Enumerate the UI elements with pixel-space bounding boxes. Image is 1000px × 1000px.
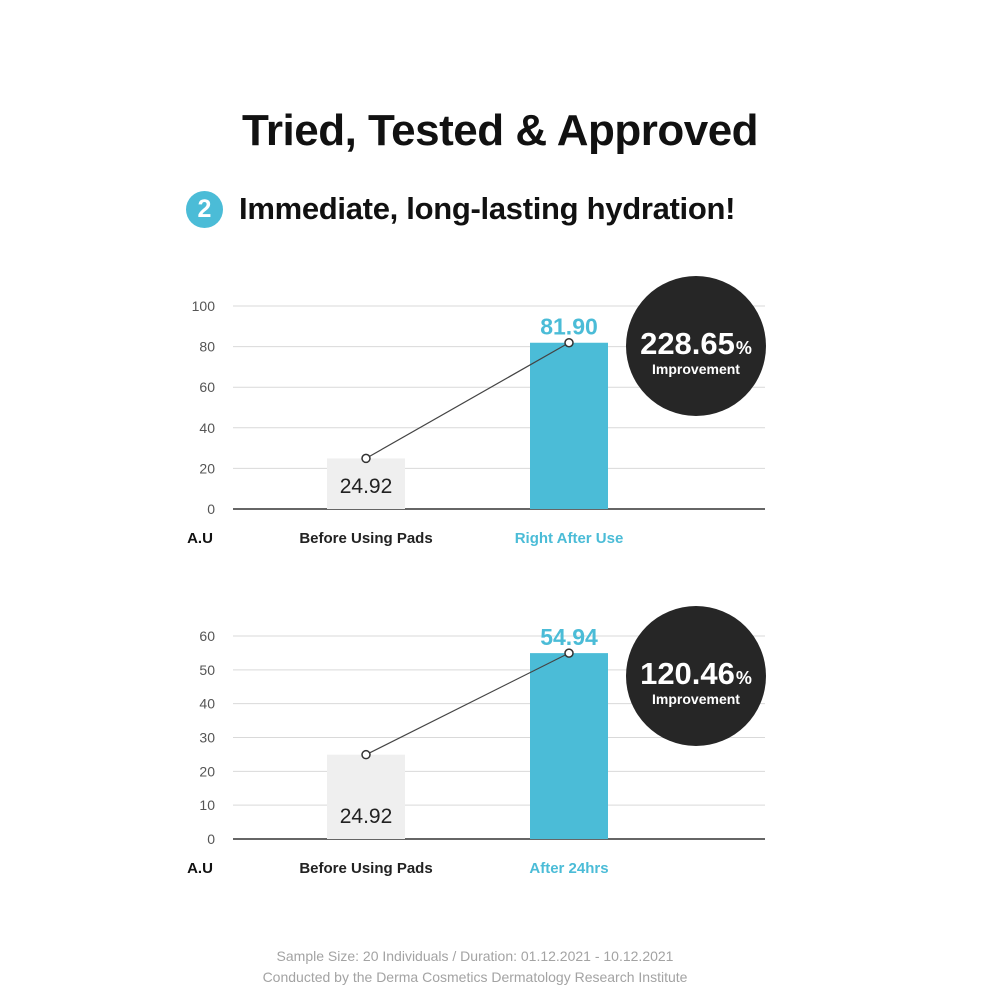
badge-circle (626, 606, 766, 746)
y-tick-label: 20 (199, 460, 215, 476)
improvement-badge: 228.65%Improvement (626, 276, 766, 416)
badge-circle (626, 276, 766, 416)
data-point (361, 749, 371, 760)
category-label: Before Using Pads (299, 860, 432, 877)
hydration-chart-after-24hrs: 0 10 20 30 40 50 60 24.92 54.94 A.U Before Using P… (187, 606, 766, 877)
y-tick-label: 10 (199, 797, 215, 813)
category-label: Right After Use (515, 530, 624, 547)
badge-value: 120.46 (640, 656, 735, 691)
y-tick-label: 60 (199, 628, 215, 644)
subtitle: Immediate, long-lasting hydration! (239, 191, 736, 226)
y-tick-label: 20 (199, 763, 215, 779)
category-label: Before Using Pads (299, 530, 432, 547)
connector-line (365, 652, 570, 756)
value-label-before: 24.92 (340, 805, 393, 828)
subtitle-row: 2 Immediate, long-lasting hydration! (186, 189, 735, 229)
y-tick-label: 40 (199, 696, 215, 712)
value-label-before: 24.92 (340, 475, 393, 498)
footer-institute: Conducted by the Derma Cosmetics Dermato… (262, 969, 688, 985)
y-tick-label: 0 (207, 501, 215, 517)
page-title: Tried, Tested & Approved (241, 106, 759, 155)
data-point (564, 648, 574, 658)
badge-value-text: 120.46% (640, 656, 752, 691)
y-tick-label: 60 (199, 379, 215, 395)
category-label: After 24hrs (529, 860, 608, 877)
badge-unit: % (736, 338, 752, 358)
y-tick-label: 0 (207, 831, 215, 847)
value-label-after: 54.94 (540, 624, 598, 650)
value-label-after: 81.90 (540, 314, 598, 340)
bar (530, 342, 608, 509)
y-tick-label: 80 (199, 339, 215, 355)
badge-value: 228.65 (640, 326, 735, 361)
y-axis-unit-label: A.U (187, 530, 213, 547)
y-tick-label: 40 (199, 420, 215, 436)
bar (530, 653, 608, 839)
bar (327, 754, 405, 839)
y-tick-label: 30 (199, 730, 215, 746)
improvement-badge: 120.46%Improvement (626, 606, 766, 746)
footer-sample-info: Sample Size: 20 Individuals / Duration: … (276, 948, 674, 964)
data-point (361, 453, 371, 464)
y-tick-label: 100 (192, 298, 216, 314)
y-axis-unit-label: A.U (187, 860, 213, 877)
step-number-badge: 2 (186, 190, 223, 228)
hydration-chart-right-after-use: 0 20 40 60 80 100 24.92 81.90 A.U Before Using Pa… (187, 276, 766, 547)
bar (327, 458, 405, 509)
badge-unit: % (736, 668, 752, 688)
connector-line (365, 342, 570, 459)
badge-value-text: 228.65% (640, 326, 752, 361)
data-point (564, 337, 574, 348)
badge-label: Improvement (652, 361, 740, 377)
badge-label: Improvement (652, 691, 740, 707)
y-tick-label: 50 (199, 662, 215, 678)
